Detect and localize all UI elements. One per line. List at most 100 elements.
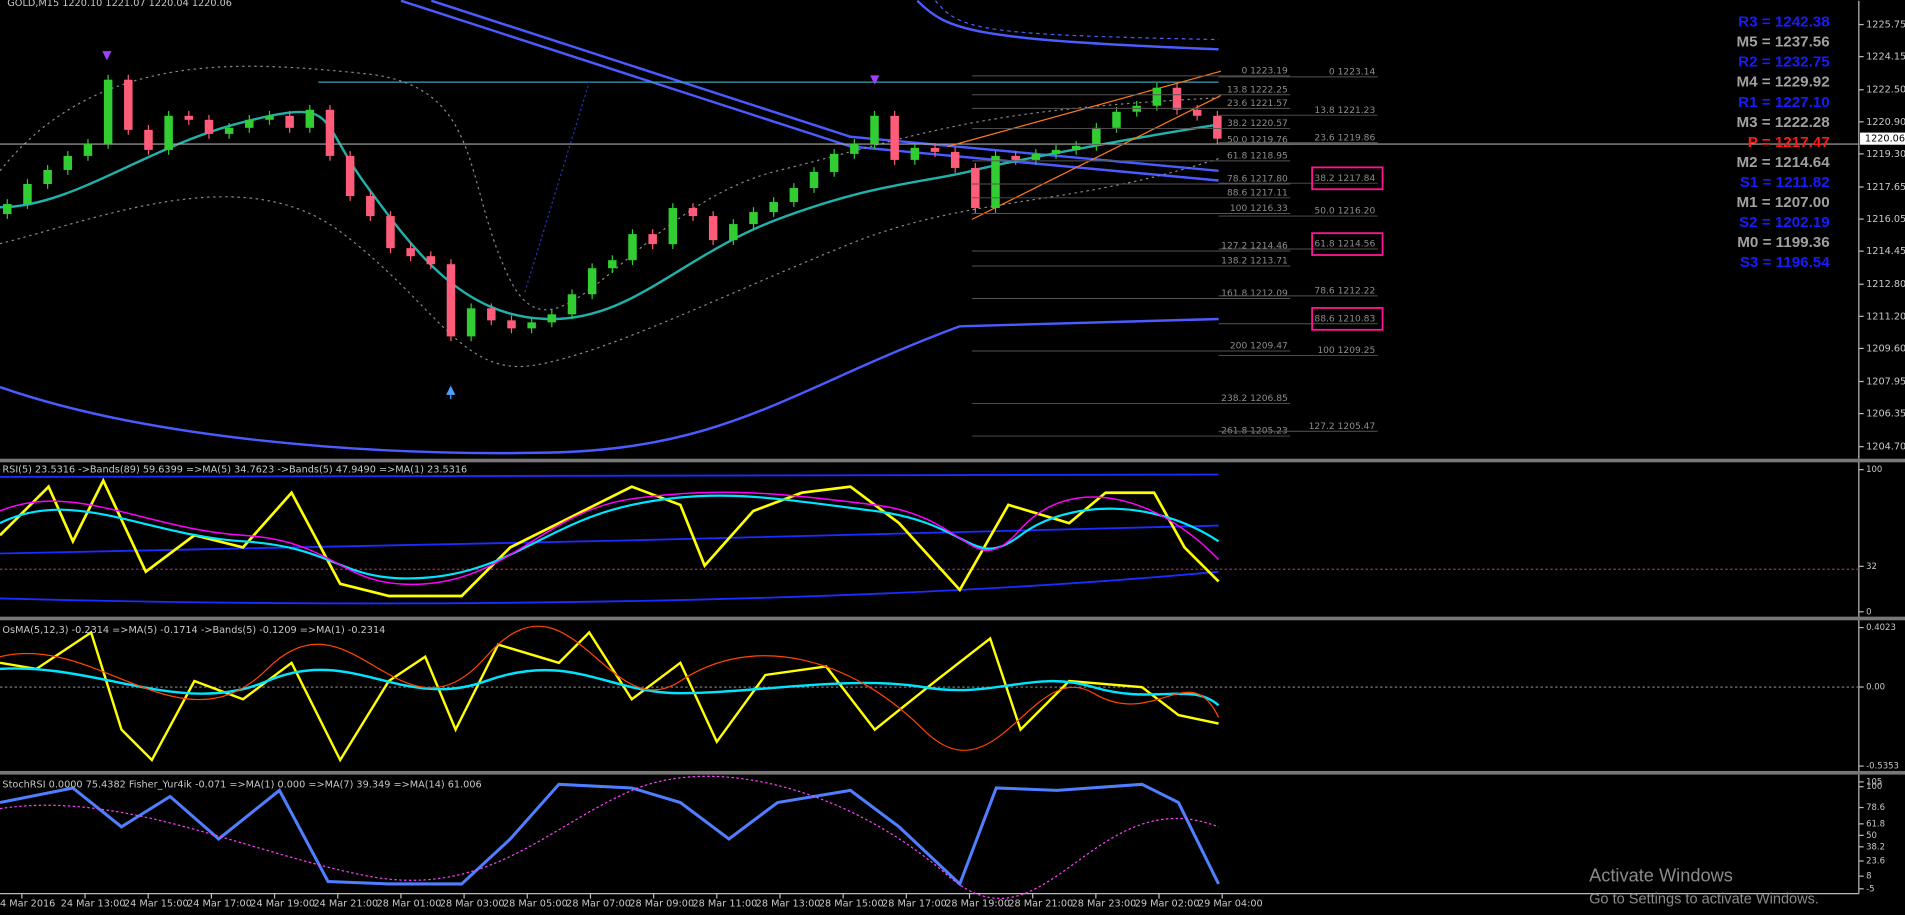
candle xyxy=(991,155,1000,209)
candle xyxy=(366,196,375,217)
fib-label: 78.6 1212.22 xyxy=(1314,287,1375,297)
fib-label: 13.8 1222.25 xyxy=(1227,85,1288,95)
rsi-line xyxy=(0,477,1220,598)
panel-separator xyxy=(0,770,1905,775)
candle xyxy=(1011,155,1020,160)
candle xyxy=(184,115,194,120)
osma-ma-line xyxy=(0,667,1220,707)
indicator-header: StochRSI 0.0000 75.4382 Fisher_Yur4ik -0… xyxy=(2,779,481,790)
time-label: 28 Mar 09:00 xyxy=(629,898,694,909)
fib-label: 100 1209.25 xyxy=(1317,346,1375,356)
time-label: 28 Mar 07:00 xyxy=(566,898,631,909)
indicator-header: OsMA(5,12,3) -0.2314 =>MA(5) -0.1714 ->B… xyxy=(2,625,385,636)
price-tick-label: 1209.60 xyxy=(1866,343,1905,354)
indicator-tick-label: 8 xyxy=(1866,872,1871,882)
candle xyxy=(386,216,395,249)
candle xyxy=(971,167,980,209)
candle xyxy=(708,216,718,241)
fractal-arrow xyxy=(446,385,456,400)
time-label: 28 Mar 03:00 xyxy=(440,898,505,909)
candle xyxy=(144,129,153,150)
candle xyxy=(426,256,436,265)
band-line xyxy=(0,65,1219,311)
time-label: 29 Mar 04:00 xyxy=(1198,898,1263,909)
candle xyxy=(1172,87,1182,110)
current-price-box xyxy=(1860,132,1905,145)
candle xyxy=(769,202,778,213)
pivot-label: P = 1217.47 xyxy=(1748,134,1830,151)
band-line xyxy=(0,570,1219,605)
pivot-label: S2 = 1202.19 xyxy=(1739,214,1830,231)
osma-band-line xyxy=(0,625,1220,751)
candle xyxy=(628,234,637,261)
price-tick-label: 1214.45 xyxy=(1866,246,1905,257)
candle xyxy=(204,119,214,134)
time-label: 24 Mar 21:00 xyxy=(313,898,378,909)
pivot-label: R1 = 1227.10 xyxy=(1738,94,1830,111)
band-line xyxy=(0,524,1219,555)
price-tick-label: 1211.20 xyxy=(1866,311,1905,322)
candle xyxy=(950,151,960,168)
time-label: 4 Mar 2016 xyxy=(0,898,55,909)
pivot-label: M2 = 1214.64 xyxy=(1736,154,1830,171)
indicator-tick-label: 38.2 xyxy=(1866,842,1885,852)
candle xyxy=(1051,149,1061,154)
pivot-label: M1 = 1207.00 xyxy=(1736,194,1829,211)
price-tick-label: 1206.35 xyxy=(1866,409,1905,420)
candle xyxy=(608,260,617,269)
fib-label: 161.8 1212.09 xyxy=(1221,289,1288,299)
candle xyxy=(245,119,254,128)
candle xyxy=(63,155,73,170)
fib-label: 138.2 1213.71 xyxy=(1221,257,1288,267)
time-label: 28 Mar 05:00 xyxy=(503,898,568,909)
candle xyxy=(406,248,415,257)
indicator-tick-label: 100 xyxy=(1866,465,1882,475)
price-tick-label: 1216.05 xyxy=(1866,214,1905,225)
time-label: 28 Mar 11:00 xyxy=(693,898,758,909)
fib-label: 88.6 1210.83 xyxy=(1314,314,1375,324)
fib-label: 0 1223.19 xyxy=(1241,67,1288,77)
indicator-tick-label: 0.4023 xyxy=(1866,623,1896,633)
pivot-label: M4 = 1229.92 xyxy=(1736,74,1829,91)
time-label: 24 Mar 13:00 xyxy=(61,898,126,909)
stoch-line xyxy=(0,782,1220,887)
candle xyxy=(43,169,52,184)
chart-header: GOLD,M15 1220.10 1221.07 1220.04 1220.06 xyxy=(7,0,232,9)
fib-label: 78.6 1217.80 xyxy=(1227,175,1288,185)
fib-highlight xyxy=(1311,166,1384,191)
activation-subtitle: Go to Settings to activate Windows. xyxy=(1589,892,1819,908)
fib-label: 23.6 1221.57 xyxy=(1227,99,1288,109)
candle xyxy=(789,187,799,203)
time-label: 29 Mar 02:00 xyxy=(1135,898,1200,909)
candle xyxy=(23,183,32,205)
candle xyxy=(124,79,133,130)
price-tick-label: 1207.95 xyxy=(1866,377,1905,388)
candle xyxy=(749,212,758,225)
time-label: 28 Mar 21:00 xyxy=(1008,898,1073,909)
panel-separator xyxy=(0,458,1905,463)
indicator-tick-label: 105 xyxy=(1866,777,1882,787)
time-label: 28 Mar 01:00 xyxy=(377,898,442,909)
indicator-tick-label: 50 xyxy=(1866,831,1877,841)
candle xyxy=(265,115,274,120)
time-label: 24 Mar 19:00 xyxy=(250,898,315,909)
marks: 1225.75 1224.15 1222.50 1220.90 1219.30 1217.… xyxy=(0,14,1905,909)
fib-label: 100 1216.33 xyxy=(1230,204,1288,214)
indicator-tick-label: 0 xyxy=(1866,607,1871,617)
candle xyxy=(1031,153,1041,160)
candle xyxy=(567,294,577,315)
price-tick-label: 1212.80 xyxy=(1866,279,1905,290)
pivot-label: M3 = 1222.28 xyxy=(1736,114,1829,131)
indicator-tick-label: -0.5353 xyxy=(1866,762,1899,772)
candle xyxy=(648,234,657,245)
candle xyxy=(83,143,93,156)
candle xyxy=(870,115,879,144)
fib-label: 50.0 1216.20 xyxy=(1314,207,1375,217)
current-price-label: 1220.06 xyxy=(1865,134,1905,145)
candle xyxy=(688,208,698,217)
indicator-tick-label: -5 xyxy=(1866,884,1874,894)
time-label: 28 Mar 17:00 xyxy=(882,898,947,909)
time-label: 28 Mar 23:00 xyxy=(1072,898,1137,909)
rsi-ma-line xyxy=(0,491,1220,586)
